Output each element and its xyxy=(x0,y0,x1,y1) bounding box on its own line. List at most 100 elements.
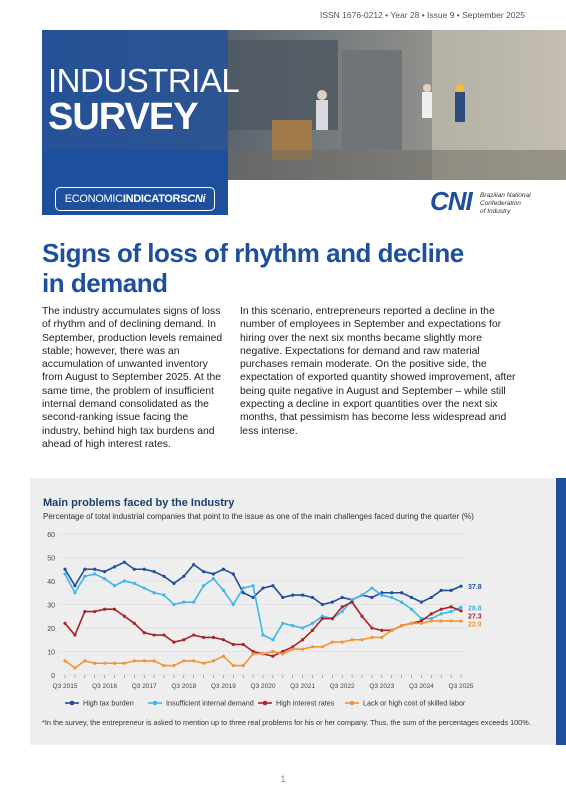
point xyxy=(221,588,225,592)
badge-text: ECONOMIC xyxy=(64,193,123,205)
point xyxy=(172,640,176,644)
point xyxy=(182,600,186,604)
issn: ISSN 1676-0212 • Year 28 • Issue 9 • Sep… xyxy=(319,10,525,20)
y-tick-label: 10 xyxy=(47,650,55,657)
point xyxy=(211,659,216,663)
point xyxy=(459,605,463,609)
chart: Main problems faced by the Industry Perc… xyxy=(43,497,482,708)
point xyxy=(122,579,126,583)
point xyxy=(152,659,156,663)
chart-title: Main problems faced by the Industry xyxy=(43,497,235,509)
point xyxy=(261,586,265,590)
point xyxy=(73,633,77,637)
point xyxy=(449,609,453,614)
side-bar xyxy=(556,478,566,745)
point xyxy=(73,591,77,595)
point xyxy=(192,600,196,604)
point xyxy=(132,659,136,663)
point xyxy=(459,619,463,623)
point xyxy=(172,581,176,585)
point xyxy=(192,633,196,637)
point xyxy=(73,584,77,588)
point xyxy=(231,664,235,668)
point xyxy=(281,621,285,625)
point xyxy=(261,633,265,637)
point xyxy=(409,621,414,625)
point xyxy=(231,572,235,576)
point xyxy=(261,652,265,656)
x-tick-label: Q3 2025 xyxy=(449,683,474,690)
x-tick-label: Q3 2015 xyxy=(53,683,78,690)
x-tick-label: Q3 2022 xyxy=(330,683,355,690)
point xyxy=(449,605,453,609)
legend-label: Insufficient internal demand xyxy=(166,699,254,708)
point xyxy=(142,586,146,590)
legend-label: High interest rates xyxy=(276,699,335,708)
point xyxy=(112,661,117,665)
point xyxy=(390,591,394,595)
point xyxy=(439,612,443,616)
point xyxy=(162,593,166,597)
point xyxy=(419,600,423,604)
point xyxy=(172,664,176,668)
legend-marker xyxy=(152,700,158,706)
point xyxy=(429,619,433,623)
point xyxy=(132,621,136,625)
point xyxy=(370,586,374,590)
point xyxy=(291,645,295,649)
point xyxy=(340,609,344,614)
point xyxy=(231,642,235,647)
point xyxy=(192,659,196,663)
point xyxy=(211,572,216,576)
point xyxy=(122,614,126,618)
point xyxy=(271,654,275,658)
point xyxy=(251,649,255,654)
point xyxy=(83,659,87,663)
point xyxy=(182,659,186,663)
point xyxy=(63,572,67,576)
point xyxy=(419,621,423,625)
point xyxy=(251,595,255,600)
point xyxy=(63,567,67,571)
point xyxy=(310,645,315,649)
point xyxy=(93,572,97,576)
point xyxy=(429,595,433,600)
x-tick-label: Q3 2021 xyxy=(290,683,315,690)
point xyxy=(211,635,216,639)
point xyxy=(221,654,225,658)
point xyxy=(350,600,354,604)
point xyxy=(93,609,97,614)
point xyxy=(340,640,344,644)
point xyxy=(162,633,166,637)
legend-label: High tax burden xyxy=(83,699,134,708)
y-tick-label: 60 xyxy=(47,532,55,539)
point xyxy=(320,645,324,649)
badge: ECONOMICINDICATORSCNi xyxy=(55,187,215,211)
point xyxy=(162,574,166,578)
point xyxy=(281,595,285,600)
point xyxy=(221,638,225,642)
x-tick-label: Q3 2019 xyxy=(211,683,236,690)
point xyxy=(340,605,344,609)
y-tick-label: 30 xyxy=(47,603,55,610)
point xyxy=(112,607,117,611)
end-label: 28.8 xyxy=(468,605,482,612)
point xyxy=(152,591,156,595)
point xyxy=(202,635,206,639)
point xyxy=(271,584,275,588)
point xyxy=(380,635,384,639)
x-tick-label: Q3 2018 xyxy=(171,683,196,690)
x-tick-label: Q3 2023 xyxy=(369,683,394,690)
point xyxy=(330,600,334,604)
point xyxy=(182,638,186,642)
point xyxy=(162,664,166,668)
point xyxy=(301,638,305,642)
point xyxy=(182,574,186,578)
point xyxy=(360,593,364,597)
legend-marker xyxy=(349,700,355,706)
point xyxy=(281,652,285,656)
point xyxy=(122,661,126,665)
point xyxy=(93,567,97,571)
point xyxy=(370,626,374,630)
point xyxy=(251,652,255,656)
